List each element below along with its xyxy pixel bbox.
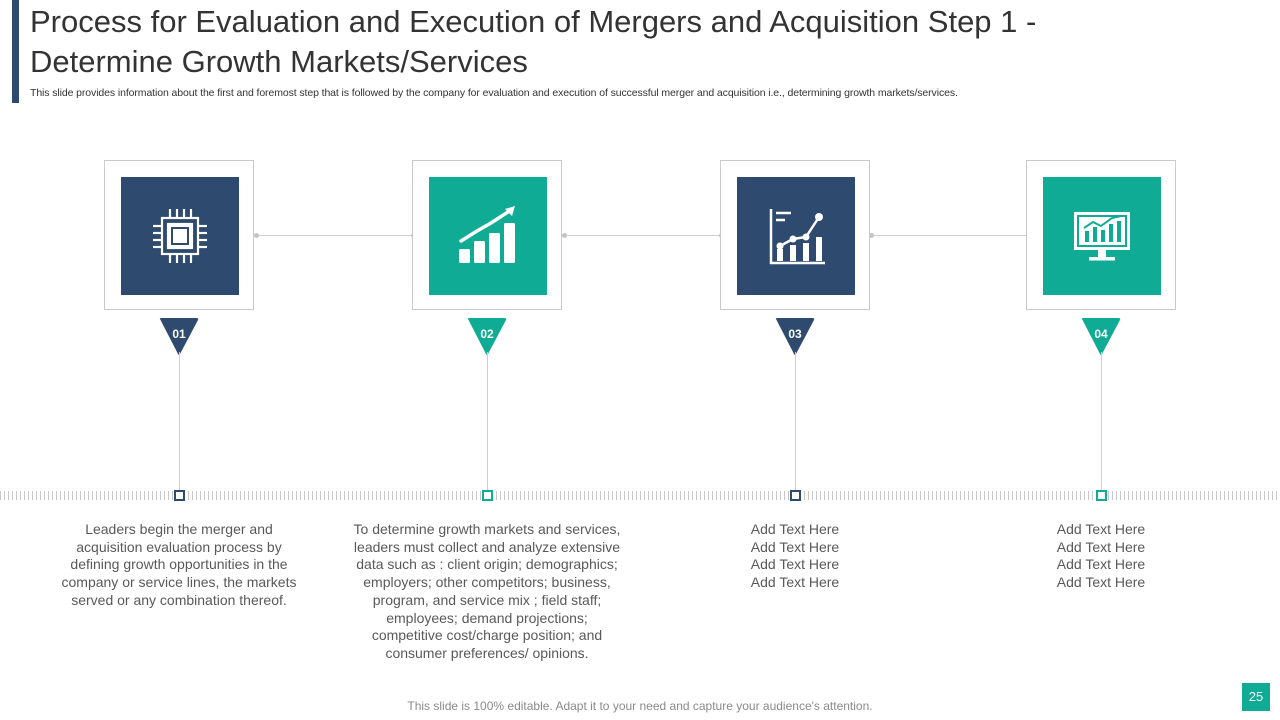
step-2-vertical-line	[487, 352, 488, 490]
description-line: To determine growth markets and services…	[353, 521, 621, 537]
title-accent-bar	[12, 0, 19, 103]
step-1-timeline-node	[174, 490, 185, 501]
title-line-1: Process for Evaluation and Execution of …	[30, 4, 1037, 39]
step-1-number: 01	[172, 327, 186, 341]
step-4-vertical-line	[1101, 352, 1102, 490]
description-line: Add Text Here	[1056, 538, 1146, 555]
description-line: Add Text Here	[750, 521, 840, 537]
step-3-frame	[720, 160, 870, 310]
processor-chip-icon	[153, 209, 207, 263]
step-4-frame	[1026, 160, 1176, 310]
step-1-icon-tile	[121, 177, 239, 295]
description-line: Add Text Here	[1056, 521, 1146, 537]
description-line: consumer preferences/ opinions.	[385, 644, 589, 661]
step-2-timeline-node	[482, 490, 493, 501]
step-2-number: 02	[480, 327, 494, 341]
footer-note: This slide is 100% editable. Adapt it to…	[407, 699, 873, 713]
step-3-number: 03	[788, 327, 802, 341]
description-line: company or service lines, the markets	[61, 574, 297, 591]
step-3-icon-tile	[737, 177, 855, 295]
step-2-frame	[412, 160, 562, 310]
description-line: Add Text Here	[750, 556, 840, 573]
connector-dot	[562, 233, 567, 238]
description-line: Add Text Here	[1056, 556, 1146, 573]
description-line: data such as : client origin; demographi…	[356, 556, 618, 573]
description-line: employees; demand projections;	[386, 609, 588, 626]
timeline-track	[0, 491, 1280, 500]
description-line: Add Text Here	[750, 538, 840, 555]
triangle-marker-icon	[775, 318, 815, 355]
step-4-timeline-node	[1096, 490, 1107, 501]
triangle-marker-icon	[467, 318, 507, 355]
step-2-marker: 02	[466, 318, 508, 356]
triangle-marker-icon	[159, 318, 199, 355]
step-2-description: To determine growth markets and services…	[342, 521, 632, 663]
page-number-badge: 25	[1242, 683, 1270, 711]
description-line: competitive cost/charge position; and	[371, 627, 603, 644]
step-4-description: Add Text Here Add Text Here Add Text Her…	[956, 521, 1246, 592]
step-4-icon-tile	[1043, 177, 1161, 295]
connector-2-3	[565, 235, 722, 236]
description-line: Leaders begin the merger and	[85, 521, 273, 537]
step-3-timeline-node	[790, 490, 801, 501]
slide-title: Process for Evaluation and Execution of …	[30, 2, 1250, 82]
step-1-description: Leaders begin the merger and acquisition…	[34, 521, 324, 610]
monitor-chart-icon	[1074, 212, 1130, 261]
connector-dot	[254, 233, 259, 238]
description-line: Add Text Here	[750, 574, 840, 591]
analytics-chart-icon	[769, 209, 825, 265]
description-line: employers; other competitors; business,	[363, 574, 611, 591]
description-line: defining growth opportunities in the	[70, 556, 288, 573]
step-3-description: Add Text Here Add Text Here Add Text Her…	[650, 521, 940, 592]
description-line: program, and service mix ; field staff;	[372, 591, 602, 608]
step-3-vertical-line	[795, 352, 796, 490]
step-4-number: 04	[1094, 327, 1108, 341]
connector-dot	[869, 233, 874, 238]
step-2-icon-tile	[429, 177, 547, 295]
title-line-2: Determine Growth Markets/Services	[30, 44, 528, 79]
description-line: leaders must collect and analyze extensi…	[353, 538, 621, 555]
connector-1-2	[257, 235, 414, 236]
connector-3-4	[872, 235, 1029, 236]
slide-subtitle: This slide provides information about th…	[30, 87, 958, 99]
step-1-marker: 01	[158, 318, 200, 356]
growth-bar-chart-icon	[459, 206, 515, 263]
step-1-vertical-line	[179, 352, 180, 490]
description-line: acquisition evaluation process by	[76, 538, 282, 555]
description-line: served or any combination thereof.	[71, 591, 287, 608]
step-1-frame	[104, 160, 254, 310]
step-4-marker: 04	[1080, 318, 1122, 356]
description-line: Add Text Here	[1056, 574, 1146, 591]
step-3-marker: 03	[774, 318, 816, 356]
triangle-marker-icon	[1081, 318, 1121, 355]
